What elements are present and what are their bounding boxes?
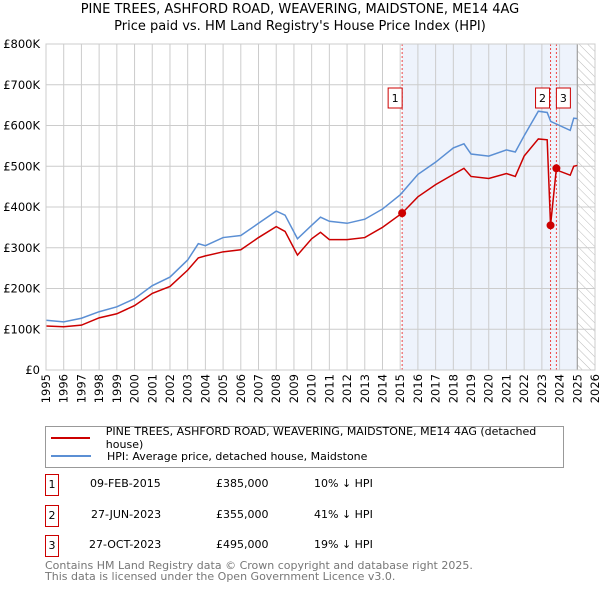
x-tick-label: 2017 [429,374,443,403]
sale-row: 2 27-JUN-2023 £355,000 41% ↓ HPI [45,505,545,527]
x-tick-label: 2002 [163,374,177,403]
sale-date: 27-OCT-2023 [89,538,162,551]
legend-item-property: PINE TREES, ASHFORD ROAD, WEAVERING, MAI… [46,425,563,451]
chart-title: PINE TREES, ASHFORD ROAD, WEAVERING, MAI… [80,2,520,17]
x-tick-label: 2024 [553,374,567,403]
y-tick-label: £0 [25,363,40,377]
y-tick-label: £200K [3,282,40,296]
x-tick-label: 2008 [269,374,283,403]
x-tick-label: 2025 [570,374,584,403]
x-tick-label: 1995 [39,374,53,403]
x-tick-label: 2001 [145,374,159,403]
x-tick-label: 1998 [92,374,106,403]
x-tick-label: 2020 [482,374,496,403]
sale-price: £495,000 [216,538,269,551]
x-tick-label: 2013 [358,374,372,403]
sale-label-box [387,87,403,109]
property-price-line [45,138,578,328]
sale-badge: 2 [45,505,59,527]
x-tick-label: 2003 [181,374,195,403]
x-tick-label: 2011 [322,374,336,403]
sale-marker [546,221,555,230]
y-tick-label: £400K [3,200,40,214]
sale-label: 3 [560,92,567,105]
sale-label: 2 [539,92,546,105]
sale-date: 27-JUN-2023 [91,508,162,521]
x-tick-label: 2010 [305,374,319,403]
sale-marker [552,164,561,173]
sale-hpi: 19% ↓ HPI [314,538,373,551]
x-tick-label: 2004 [198,374,212,403]
sale-label-box [555,87,571,109]
plot-area: 1995 1996 1997 1998 1999 2000 2001 2002 2003 2004… [3,37,600,403]
legend-label: PINE TREES, ASHFORD ROAD, WEAVERING, MAI… [105,425,537,451]
x-tick-label: 1996 [57,374,71,403]
plot-frame [45,43,596,371]
legend-item-hpi: HPI: Average price, detached house, Maid… [46,447,367,465]
sale-hpi: 10% ↓ HPI [314,477,373,490]
footer-line: Contains HM Land Registry data © Crown c… [45,559,473,572]
sale-row: 1 09-FEB-2015 £385,000 10% ↓ HPI [45,474,545,496]
x-tick-label: 2018 [446,374,460,403]
legend: PINE TREES, ASHFORD ROAD, WEAVERING, MAI… [45,425,564,468]
x-tick-label: 2007 [252,374,266,403]
x-tick-label: 2023 [535,374,549,403]
x-tick-label: 2006 [234,374,248,403]
y-tick-label: £500K [3,159,40,173]
x-tick-label: 1999 [110,374,124,403]
y-tick-label: £600K [3,119,40,133]
x-tick-label: 2015 [393,374,407,403]
y-tick-label: £300K [3,241,40,255]
x-tick-label: 2026 [588,374,600,403]
x-tick-label: 2005 [216,374,230,403]
sale-row: 3 27-OCT-2023 £495,000 19% ↓ HPI [45,535,545,557]
sale-date: 09-FEB-2015 [90,477,161,490]
y-tick-label: £800K [3,37,40,51]
y-tick-label: £700K [3,78,40,92]
sale-marker [398,209,407,218]
x-tick-label: 1997 [74,374,88,403]
legend-label: HPI: Average price, detached house, Maid… [107,449,368,463]
x-tick-label: 2014 [375,374,389,403]
sale-price: £385,000 [216,477,269,490]
x-tick-label: 2021 [499,374,513,403]
x-tick-label: 2009 [287,374,301,403]
sale-badge: 3 [45,535,59,557]
y-tick-label: £100K [3,322,40,336]
sale-price: £355,000 [216,508,269,521]
footer-line: This data is licensed under the Open Gov… [45,570,396,583]
sale-badge: 1 [45,474,59,496]
sale-label-box [535,87,551,109]
chart-subtitle: Price paid vs. HM Land Registry's House … [114,19,486,34]
sale-label: 1 [392,92,399,105]
x-tick-label: 2000 [128,374,142,403]
x-tick-label: 2019 [464,374,478,403]
footer: Contains HM Land Registry data © Crown c… [45,560,473,582]
hpi-line [45,110,578,323]
sale-hpi: 41% ↓ HPI [314,508,373,521]
x-tick-label: 2012 [340,374,354,403]
x-tick-label: 2016 [411,374,425,403]
x-tick-label: 2022 [517,374,531,403]
